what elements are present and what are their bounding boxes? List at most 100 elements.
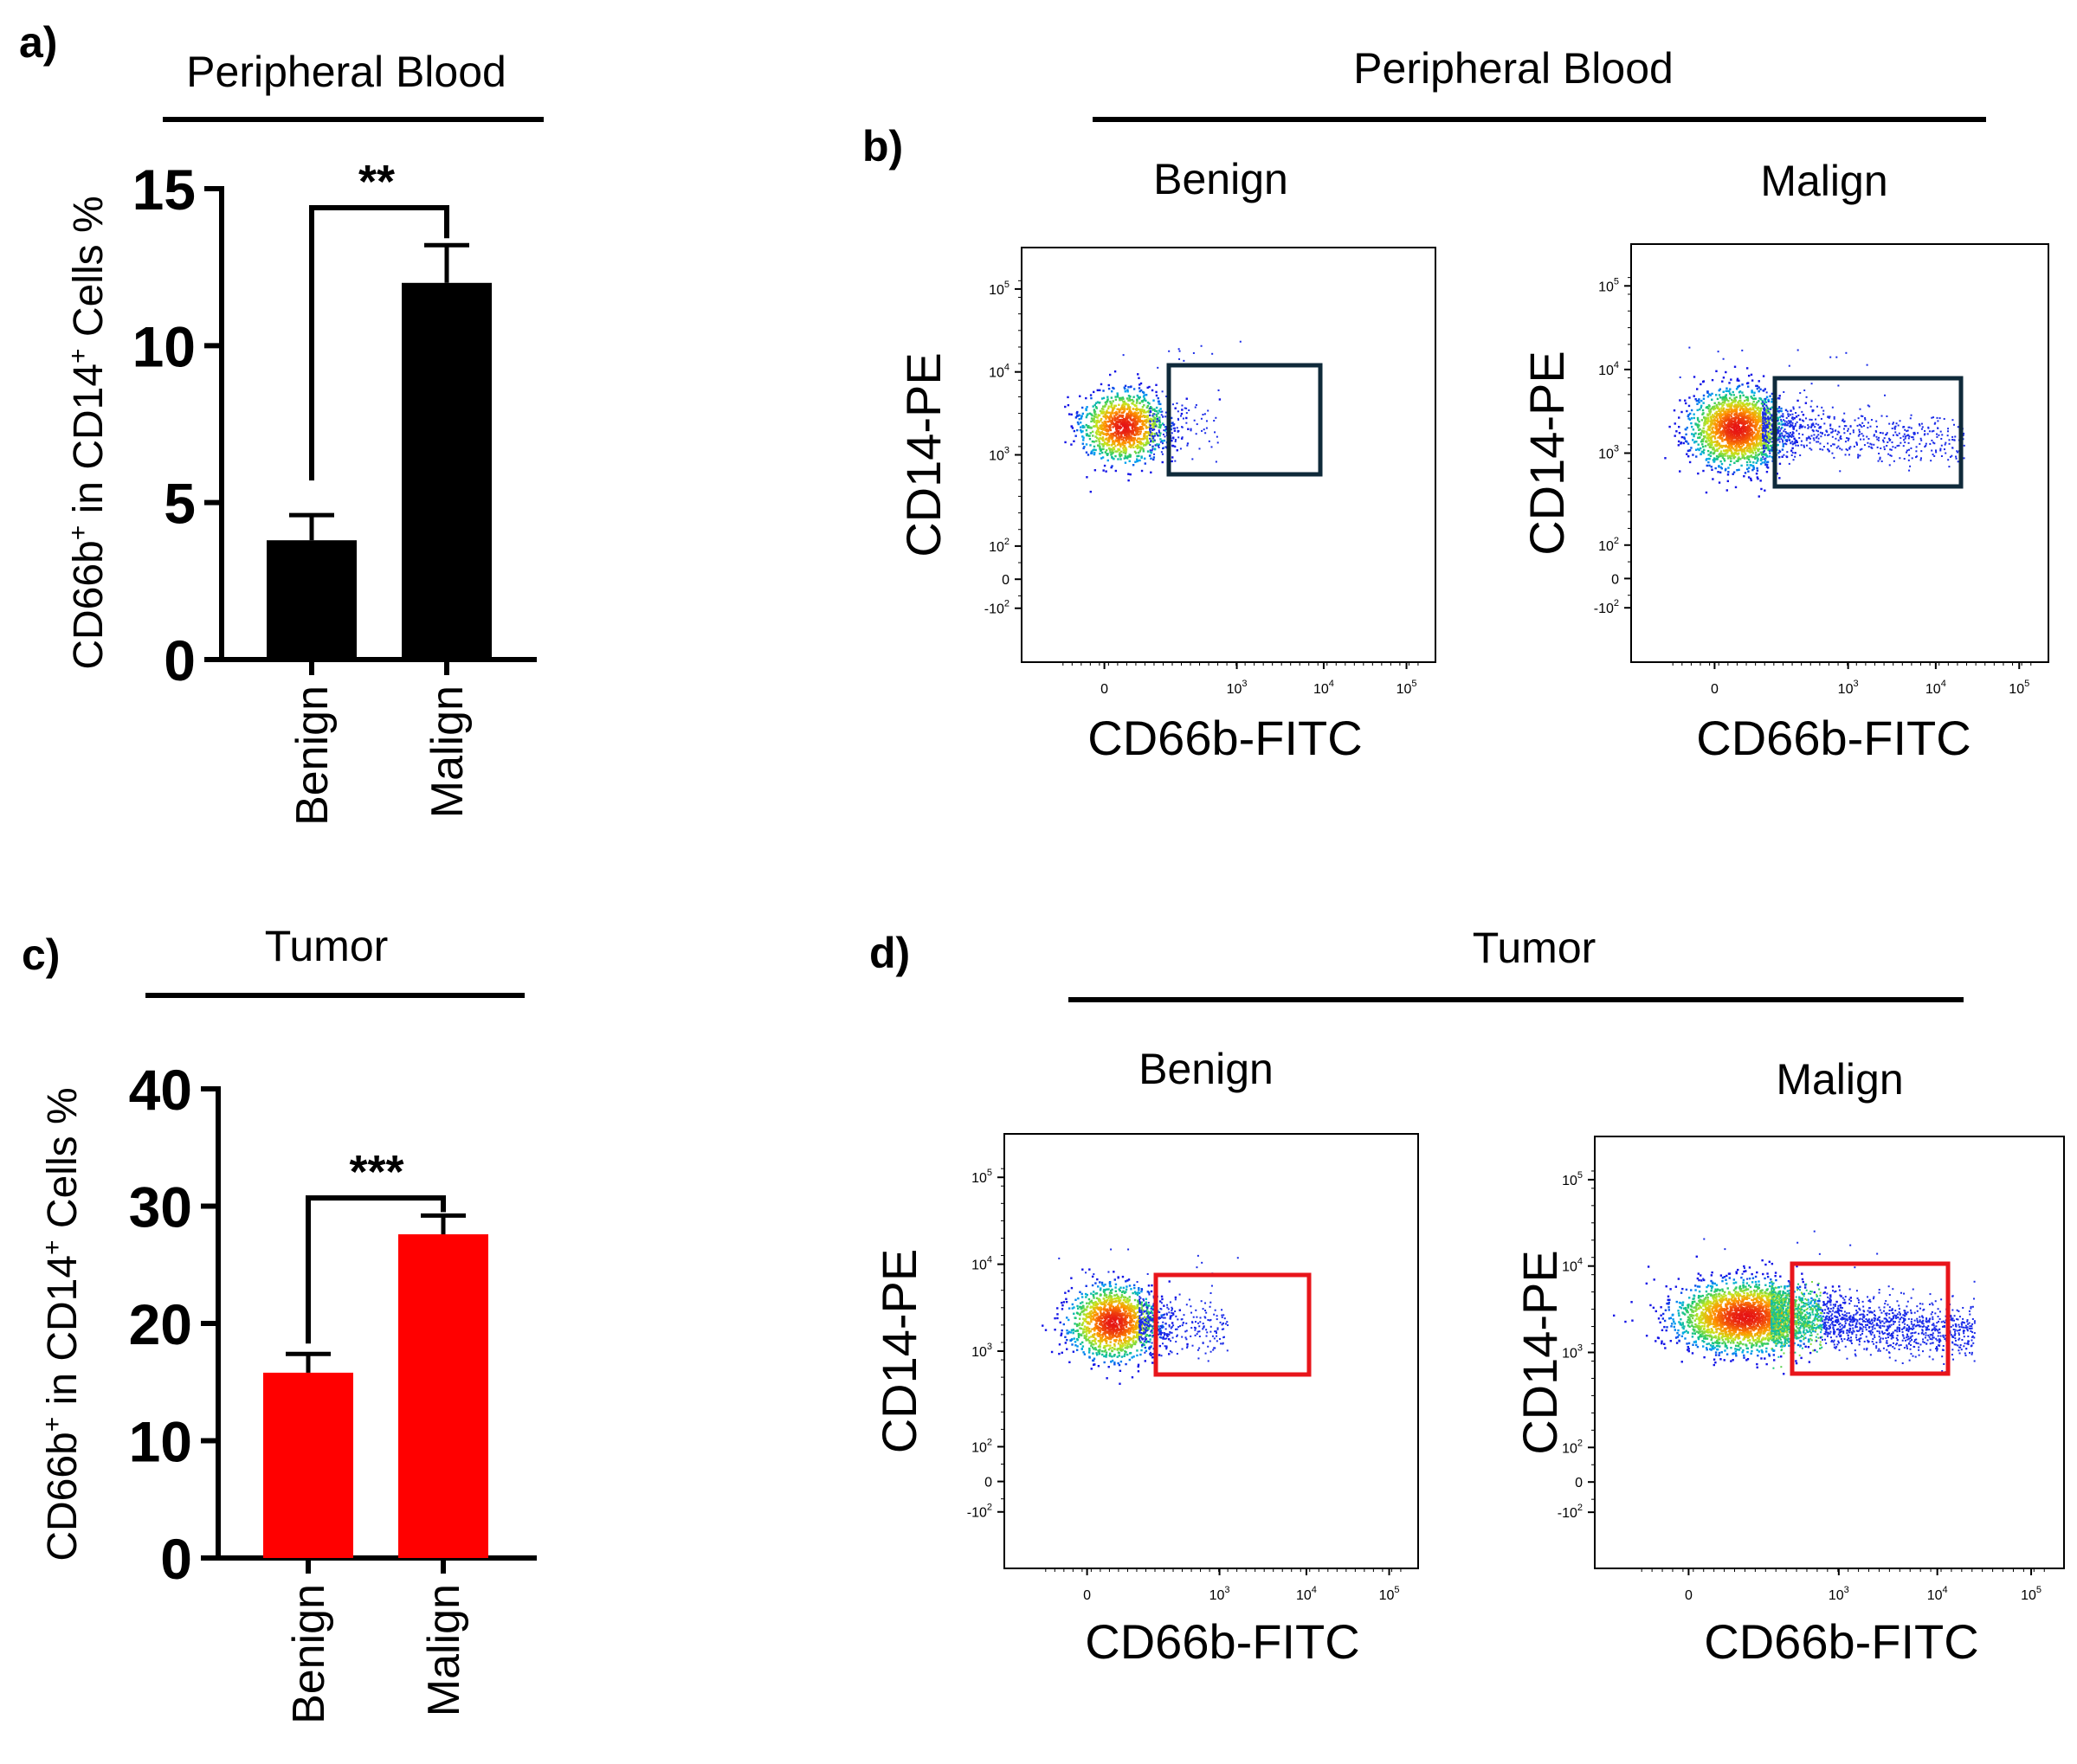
flow-event <box>1810 448 1813 451</box>
flow-event <box>1086 434 1088 437</box>
flow-event <box>1080 1296 1084 1298</box>
flow-event <box>1151 445 1154 447</box>
flow-plot-xlabel: CD66b-FITC <box>1087 711 1362 765</box>
flow-event <box>1741 349 1744 351</box>
flow-event <box>1130 1303 1132 1305</box>
flow-event <box>1107 444 1110 447</box>
flow-event <box>1078 414 1080 416</box>
flow-event <box>1138 438 1142 441</box>
flow-event <box>1749 438 1752 441</box>
flow-event <box>1721 401 1725 403</box>
flow-event <box>1753 448 1757 452</box>
flow-event <box>1744 413 1746 416</box>
flow-event <box>1103 1355 1106 1358</box>
flow-event <box>1141 442 1145 445</box>
flow-event <box>1766 425 1769 428</box>
flow-event <box>1112 422 1115 426</box>
flow-event <box>1919 442 1921 445</box>
flow-event <box>1725 409 1728 411</box>
flow-event <box>1109 447 1113 451</box>
flow-event <box>1114 454 1117 458</box>
flow-event <box>1706 422 1709 424</box>
flow-event <box>1731 430 1733 433</box>
flow-event <box>1723 396 1726 399</box>
flow-event <box>1734 399 1737 402</box>
flow-event <box>1105 420 1107 423</box>
flow-event <box>1205 420 1208 422</box>
flow-event <box>1086 406 1088 409</box>
flow-event <box>1145 431 1149 434</box>
flow-events <box>1664 346 1965 498</box>
flow-event <box>1737 401 1739 403</box>
flow-event <box>1699 447 1702 450</box>
flow-event <box>1106 453 1109 455</box>
flow-event <box>1764 397 1766 401</box>
flow-event <box>1743 450 1746 453</box>
flow-event <box>1719 411 1722 415</box>
flow-event <box>1138 415 1142 417</box>
flow-event <box>1081 1268 1084 1271</box>
flow-event <box>1088 1329 1091 1333</box>
flow-event <box>1678 416 1680 419</box>
flow-event <box>1138 450 1141 453</box>
flow-event <box>1745 409 1749 412</box>
flow-event <box>1767 445 1770 447</box>
flow-event <box>1919 424 1921 427</box>
flow-event <box>1087 1321 1089 1323</box>
flow-event <box>1111 410 1113 414</box>
flow-event <box>1073 429 1076 433</box>
flow-event <box>1809 418 1811 421</box>
flow-event <box>1792 428 1795 430</box>
flow-x-tick-label: 103 <box>1209 1585 1230 1603</box>
flow-x-tick-label: 103 <box>1227 679 1248 697</box>
flow-event <box>1719 432 1723 435</box>
flow-event <box>1805 437 1808 440</box>
flow-event <box>1735 433 1738 435</box>
flow-event <box>1118 1333 1120 1336</box>
flow-event <box>1132 1335 1135 1337</box>
flow-event <box>1745 402 1748 405</box>
flow-event <box>1092 405 1094 408</box>
flow-event <box>1883 448 1886 451</box>
flow-events <box>1064 340 1242 493</box>
flow-event <box>1142 409 1145 413</box>
flow-event <box>1713 452 1716 454</box>
flow-event <box>1765 466 1769 468</box>
flow-event <box>1117 1329 1120 1331</box>
flow-event <box>1747 421 1751 423</box>
flow-event <box>1738 379 1740 382</box>
flow-event <box>1142 414 1145 417</box>
flow-event <box>1064 1291 1067 1294</box>
flow-event <box>1946 435 1949 437</box>
flow-event <box>1070 1329 1074 1331</box>
flow-event <box>1138 430 1140 433</box>
flow-event <box>1151 423 1153 427</box>
flow-event <box>1090 413 1093 415</box>
flow-event <box>1709 444 1712 447</box>
flow-event <box>1796 444 1799 447</box>
flow-event <box>1780 409 1783 413</box>
flow-event <box>1751 402 1754 405</box>
flow-event <box>1746 397 1750 401</box>
flow-event <box>1097 444 1100 447</box>
flow-event <box>1812 429 1815 432</box>
flow-event <box>1105 1355 1107 1358</box>
flow-event <box>1731 435 1733 439</box>
flow-event <box>1732 442 1735 446</box>
flow-event <box>1100 1334 1102 1336</box>
flow-event <box>1751 396 1754 400</box>
flow-event <box>1751 430 1754 433</box>
flow-event <box>1136 400 1138 402</box>
flow-event <box>1752 400 1755 403</box>
flow-event <box>1785 416 1788 419</box>
flow-event <box>1848 437 1850 440</box>
flow-event <box>1216 435 1218 438</box>
flow-event <box>1695 399 1699 402</box>
flow-event <box>1764 461 1766 464</box>
flow-event <box>1703 429 1706 433</box>
flow-event <box>1147 420 1150 423</box>
flow-event <box>1135 432 1138 435</box>
flow-event <box>1940 454 1943 457</box>
flow-event <box>1853 445 1855 447</box>
flow-event <box>1106 1310 1108 1312</box>
